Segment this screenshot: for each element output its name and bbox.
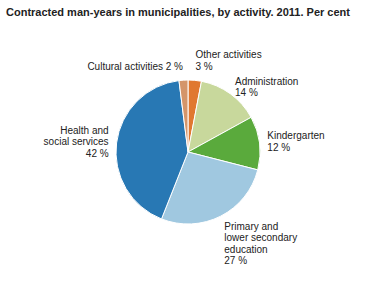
- title: Contracted man-years in municipalities, …: [6, 6, 350, 18]
- slice-label: Other activities3 %: [196, 49, 262, 72]
- slice: [179, 80, 188, 152]
- slice-label: Cultural activities 2 %: [87, 61, 183, 72]
- slice: [116, 81, 188, 219]
- slices: [116, 80, 260, 224]
- labels: Other activities3 % Administration14 % Kin…: [44, 49, 325, 266]
- slice-label: Health andsocial services42 %: [44, 125, 109, 159]
- chart: Contracted man-years in municipalities, …: [0, 0, 376, 283]
- slice-label: Kindergarten12 %: [267, 130, 324, 153]
- slice-label: Administration14 %: [235, 76, 298, 99]
- slice-label: Primary andlower secondaryeducation27 %: [224, 221, 297, 267]
